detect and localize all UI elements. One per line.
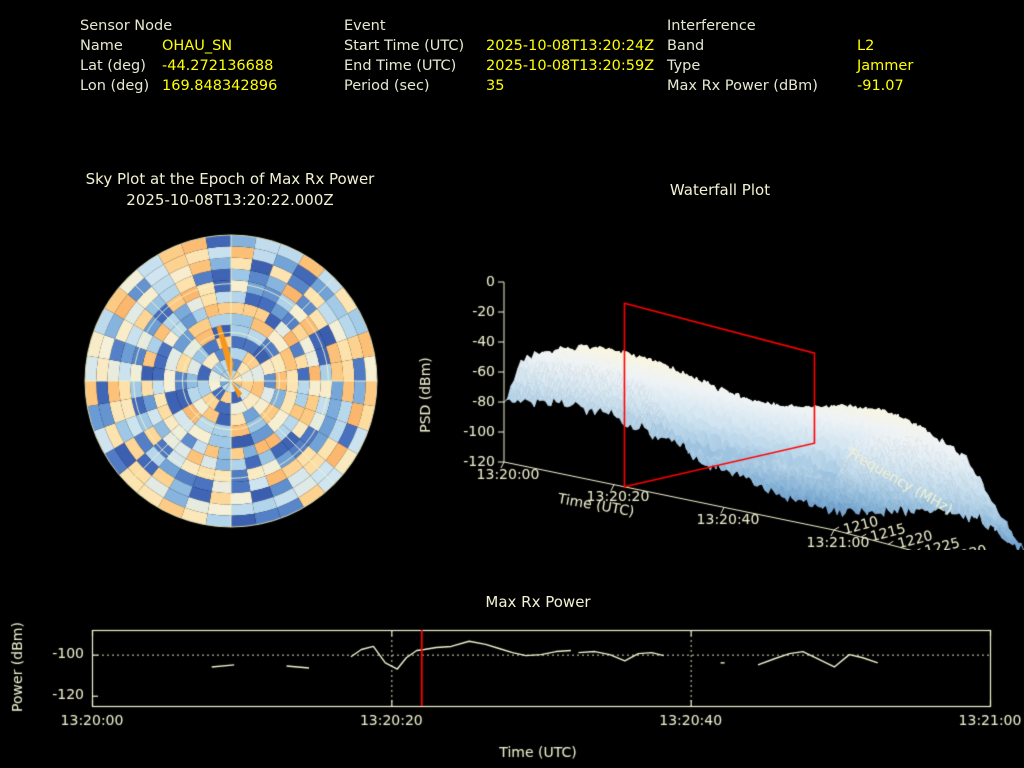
sensor-node-row-lat: Lat (deg) -44.272136688: [80, 56, 277, 76]
label-type: Type: [667, 58, 701, 74]
value-name: OHAU_SN: [162, 38, 233, 54]
waterfall-plot: [400, 210, 1024, 550]
max-rx-power-plot: [0, 585, 1024, 768]
value-max-rx-power: -91.07: [857, 78, 904, 94]
label-lon: Lon (deg): [80, 78, 150, 94]
event-column: Event Start Time (UTC) 2025-10-08T13:20:2…: [344, 16, 654, 96]
value-period: 35: [486, 78, 505, 94]
label-band: Band: [667, 38, 705, 54]
sensor-node-group-title: Sensor Node: [80, 18, 173, 34]
label-start-time: Start Time (UTC): [344, 38, 465, 54]
sky-plot: [70, 228, 390, 548]
value-type: Jammer: [857, 58, 914, 74]
value-band: L2: [857, 38, 875, 54]
interference-column: Interference Band L2 Type Jammer Max Rx Po…: [667, 16, 913, 96]
info-header: Sensor Node Name OHAU_SN Lat (deg) -44.272…: [0, 16, 1024, 112]
sensor-node-column: Sensor Node Name OHAU_SN Lat (deg) -44.272…: [80, 16, 277, 96]
sensor-node-row-lon: Lon (deg) 169.848342896: [80, 76, 277, 96]
label-name: Name: [80, 38, 123, 54]
label-end-time: End Time (UTC): [344, 58, 457, 74]
max-rx-power-canvas: [0, 585, 1024, 768]
waterfall-plot-canvas: [400, 210, 1024, 550]
sensor-node-row-name: Name OHAU_SN: [80, 36, 277, 56]
sky-plot-title-line2: 2025-10-08T13:20:22.000Z: [126, 191, 334, 209]
interference-group-title: Interference: [667, 18, 756, 34]
event-row-period: Period (sec) 35: [344, 76, 654, 96]
value-lon: 169.848342896: [162, 78, 278, 94]
interference-row-band: Band L2: [667, 36, 913, 56]
label-period: Period (sec): [344, 78, 430, 94]
sky-plot-title-line1: Sky Plot at the Epoch of Max Rx Power: [85, 170, 375, 188]
waterfall-plot-title: Waterfall Plot: [669, 181, 771, 199]
value-end-time: 2025-10-08T13:20:59Z: [486, 58, 655, 74]
event-group-title: Event: [344, 18, 386, 34]
value-lat: -44.272136688: [162, 58, 274, 74]
label-lat: Lat (deg): [80, 58, 146, 74]
value-start-time: 2025-10-08T13:20:24Z: [486, 38, 655, 54]
event-row-end-time: End Time (UTC) 2025-10-08T13:20:59Z: [344, 56, 654, 76]
interference-row-type: Type Jammer: [667, 56, 913, 76]
event-row-start-time: Start Time (UTC) 2025-10-08T13:20:24Z: [344, 36, 654, 56]
sky-plot-canvas: [70, 228, 390, 548]
interference-row-max-rx-power: Max Rx Power (dBm) -91.07: [667, 76, 913, 96]
label-max-rx-power: Max Rx Power (dBm): [667, 78, 818, 94]
